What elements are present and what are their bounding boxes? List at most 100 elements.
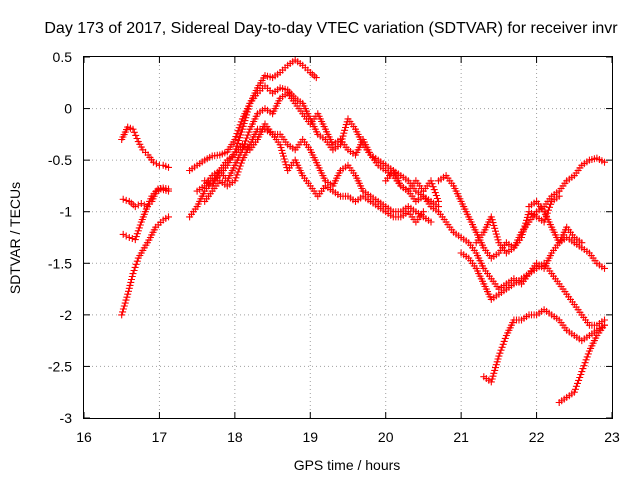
data-point xyxy=(558,319,560,321)
data-point xyxy=(520,278,523,280)
data-point xyxy=(498,293,500,296)
data-point xyxy=(219,169,221,172)
data-point xyxy=(137,257,140,259)
data-point xyxy=(558,190,560,192)
data-point xyxy=(415,210,417,213)
data-point xyxy=(490,257,493,259)
data-point xyxy=(324,180,327,182)
data-point xyxy=(211,174,213,177)
x-tick-label: 17 xyxy=(152,429,168,445)
x-tick-label: 20 xyxy=(378,429,394,445)
data-point xyxy=(188,216,191,218)
data-point xyxy=(467,216,470,218)
data-point xyxy=(332,149,334,151)
data-point xyxy=(513,283,515,285)
data-point xyxy=(535,262,538,265)
data-point xyxy=(162,219,164,221)
data-point xyxy=(128,236,131,239)
data-point xyxy=(581,314,583,316)
data-point xyxy=(317,112,319,115)
data-point xyxy=(234,164,236,167)
data-point xyxy=(452,231,455,234)
data-point xyxy=(528,314,530,316)
data-point xyxy=(475,241,478,244)
data-point xyxy=(279,71,281,74)
data-point xyxy=(256,112,259,115)
y-axis-label: SDTVAR / TECUs xyxy=(7,182,23,294)
series-track-9 xyxy=(201,120,427,226)
data-point xyxy=(301,102,304,105)
data-point xyxy=(294,149,297,151)
data-point xyxy=(309,123,312,125)
data-point xyxy=(339,169,342,172)
data-point xyxy=(445,174,447,177)
data-point xyxy=(279,87,281,89)
x-tick-label: 16 xyxy=(76,429,92,445)
data-point xyxy=(162,187,164,189)
series-track-15 xyxy=(555,321,608,406)
data-point xyxy=(122,198,124,201)
data-point xyxy=(596,262,598,265)
data-point xyxy=(234,154,236,156)
data-point xyxy=(256,138,259,141)
data-point xyxy=(437,200,440,203)
data-point xyxy=(384,180,387,182)
data-point xyxy=(132,272,134,275)
data-point xyxy=(377,200,380,203)
data-point xyxy=(581,241,583,244)
data-point xyxy=(339,195,342,197)
data-point xyxy=(535,200,538,203)
data-point xyxy=(294,59,297,61)
data-point xyxy=(535,210,538,213)
data-point xyxy=(437,180,440,182)
data-point xyxy=(520,236,523,239)
data-point xyxy=(149,236,152,239)
data-point xyxy=(317,195,319,197)
data-point xyxy=(317,164,319,167)
data-point xyxy=(324,185,327,187)
data-point xyxy=(256,128,259,130)
data-point xyxy=(392,169,395,172)
data-point xyxy=(543,221,545,223)
data-point xyxy=(196,190,198,192)
data-point xyxy=(550,195,553,197)
data-point xyxy=(309,149,312,151)
series-track-5 xyxy=(186,56,320,174)
data-point xyxy=(196,164,198,167)
data-point xyxy=(422,210,425,213)
x-tick-label: 18 xyxy=(227,429,243,445)
data-point xyxy=(483,267,485,270)
data-point xyxy=(140,221,143,223)
series-markers xyxy=(525,197,586,247)
data-point xyxy=(317,133,319,136)
data-point xyxy=(354,200,357,203)
data-point xyxy=(154,226,157,228)
data-point xyxy=(400,185,402,187)
data-point xyxy=(490,298,493,301)
data-point xyxy=(301,64,304,67)
data-point xyxy=(347,118,349,120)
data-point xyxy=(324,128,327,130)
data-point xyxy=(392,210,395,213)
data-point xyxy=(528,210,530,213)
data-point xyxy=(573,241,576,244)
data-point xyxy=(505,283,508,285)
data-point xyxy=(369,200,372,203)
data-point xyxy=(565,180,568,182)
data-point xyxy=(573,303,576,306)
data-point xyxy=(256,87,259,89)
series-markers xyxy=(186,56,320,174)
data-point xyxy=(392,216,395,218)
data-point xyxy=(528,221,530,223)
data-point xyxy=(137,140,140,143)
data-point xyxy=(301,174,304,177)
series-track-16 xyxy=(525,197,586,247)
series-track-7 xyxy=(193,89,442,205)
data-point xyxy=(498,241,500,244)
plot-grid xyxy=(84,57,612,418)
data-point xyxy=(140,202,143,205)
data-point xyxy=(430,180,432,182)
data-point xyxy=(550,272,553,275)
data-point xyxy=(407,190,410,192)
